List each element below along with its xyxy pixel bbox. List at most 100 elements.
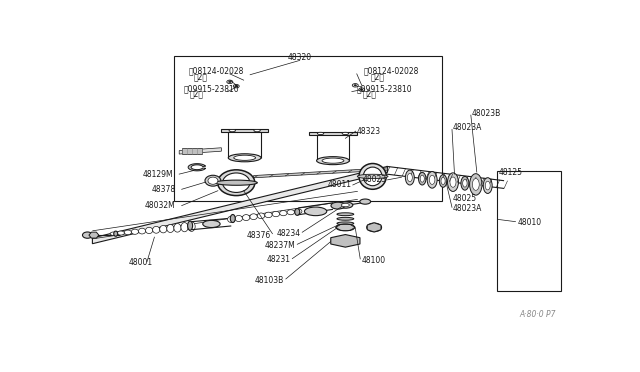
Polygon shape [253, 168, 388, 178]
Ellipse shape [305, 207, 327, 216]
Ellipse shape [428, 171, 437, 188]
Ellipse shape [472, 179, 479, 190]
Text: 48237M: 48237M [265, 241, 296, 250]
Ellipse shape [461, 176, 469, 190]
Text: 〈2〉: 〈2〉 [370, 72, 384, 81]
Ellipse shape [287, 210, 294, 215]
Ellipse shape [294, 209, 302, 214]
Ellipse shape [280, 211, 287, 216]
Text: 48320: 48320 [287, 53, 312, 62]
Ellipse shape [114, 231, 118, 236]
Ellipse shape [230, 215, 236, 222]
Polygon shape [221, 129, 269, 132]
Ellipse shape [450, 177, 456, 187]
Ellipse shape [439, 175, 447, 187]
Text: 48125: 48125 [499, 168, 523, 177]
Ellipse shape [408, 173, 412, 182]
Ellipse shape [188, 222, 195, 231]
Ellipse shape [131, 229, 138, 234]
Ellipse shape [160, 225, 167, 233]
Text: 48323: 48323 [356, 126, 381, 136]
Bar [174, 56, 442, 201]
Ellipse shape [181, 222, 188, 232]
Polygon shape [367, 223, 381, 232]
Ellipse shape [250, 214, 257, 219]
Text: 48129M: 48129M [143, 170, 173, 179]
Ellipse shape [420, 175, 424, 182]
Ellipse shape [215, 180, 257, 185]
Ellipse shape [203, 220, 220, 228]
Ellipse shape [429, 175, 435, 185]
Ellipse shape [352, 84, 358, 87]
Ellipse shape [257, 213, 265, 219]
Ellipse shape [228, 81, 231, 83]
Text: 48023: 48023 [362, 175, 387, 185]
Text: Ⓐ08124-02028: Ⓐ08124-02028 [364, 67, 419, 76]
Polygon shape [331, 235, 360, 247]
Ellipse shape [208, 177, 218, 184]
Ellipse shape [341, 203, 349, 207]
Ellipse shape [360, 89, 363, 90]
Ellipse shape [337, 217, 354, 220]
Ellipse shape [138, 228, 146, 234]
Ellipse shape [317, 157, 349, 165]
Ellipse shape [483, 178, 492, 193]
Ellipse shape [265, 212, 272, 218]
Text: 〈2〉: 〈2〉 [363, 90, 377, 99]
Ellipse shape [243, 215, 250, 221]
Text: 48011: 48011 [328, 180, 352, 189]
Polygon shape [179, 148, 221, 154]
Ellipse shape [228, 154, 261, 162]
Ellipse shape [338, 202, 353, 208]
Text: 48023A: 48023A [453, 204, 483, 213]
Ellipse shape [145, 227, 153, 234]
Ellipse shape [342, 132, 349, 135]
Polygon shape [182, 148, 202, 154]
Ellipse shape [229, 129, 236, 132]
Ellipse shape [174, 224, 181, 232]
Ellipse shape [354, 84, 356, 86]
Text: 48023A: 48023A [453, 123, 483, 132]
Ellipse shape [110, 232, 117, 235]
Polygon shape [309, 132, 356, 135]
Polygon shape [89, 232, 99, 238]
Ellipse shape [463, 180, 467, 187]
Ellipse shape [254, 129, 260, 132]
Text: A·80·0 P7: A·80·0 P7 [520, 310, 556, 319]
Ellipse shape [235, 86, 237, 87]
Text: 48001: 48001 [129, 259, 153, 267]
Ellipse shape [364, 167, 382, 186]
Ellipse shape [337, 222, 354, 225]
Ellipse shape [233, 84, 239, 88]
Ellipse shape [223, 173, 250, 192]
Ellipse shape [447, 173, 458, 192]
Ellipse shape [485, 181, 490, 190]
Ellipse shape [359, 88, 365, 92]
Ellipse shape [322, 158, 344, 163]
Text: 48103B: 48103B [255, 276, 284, 285]
Text: 48376: 48376 [246, 231, 271, 240]
Ellipse shape [218, 170, 255, 196]
Ellipse shape [357, 174, 388, 179]
Ellipse shape [205, 175, 221, 186]
Text: 〈2〉: 〈2〉 [194, 72, 208, 81]
Text: 48023B: 48023B [472, 109, 501, 118]
Text: 48378: 48378 [152, 185, 176, 194]
Ellipse shape [405, 170, 414, 185]
Ellipse shape [227, 80, 233, 84]
Polygon shape [92, 166, 388, 244]
Ellipse shape [336, 224, 355, 231]
Text: 48025: 48025 [453, 194, 477, 203]
Ellipse shape [124, 230, 131, 235]
Ellipse shape [360, 199, 371, 204]
Text: Ⓐ08124-02028: Ⓐ08124-02028 [188, 67, 243, 76]
Text: 48234: 48234 [276, 229, 301, 238]
Ellipse shape [367, 223, 381, 232]
Ellipse shape [188, 221, 193, 230]
Ellipse shape [441, 177, 445, 185]
Polygon shape [188, 164, 205, 171]
Text: Ⓥ09915-23810: Ⓥ09915-23810 [183, 84, 239, 93]
Ellipse shape [359, 164, 387, 189]
Text: 48231: 48231 [267, 255, 291, 264]
Ellipse shape [228, 216, 235, 222]
